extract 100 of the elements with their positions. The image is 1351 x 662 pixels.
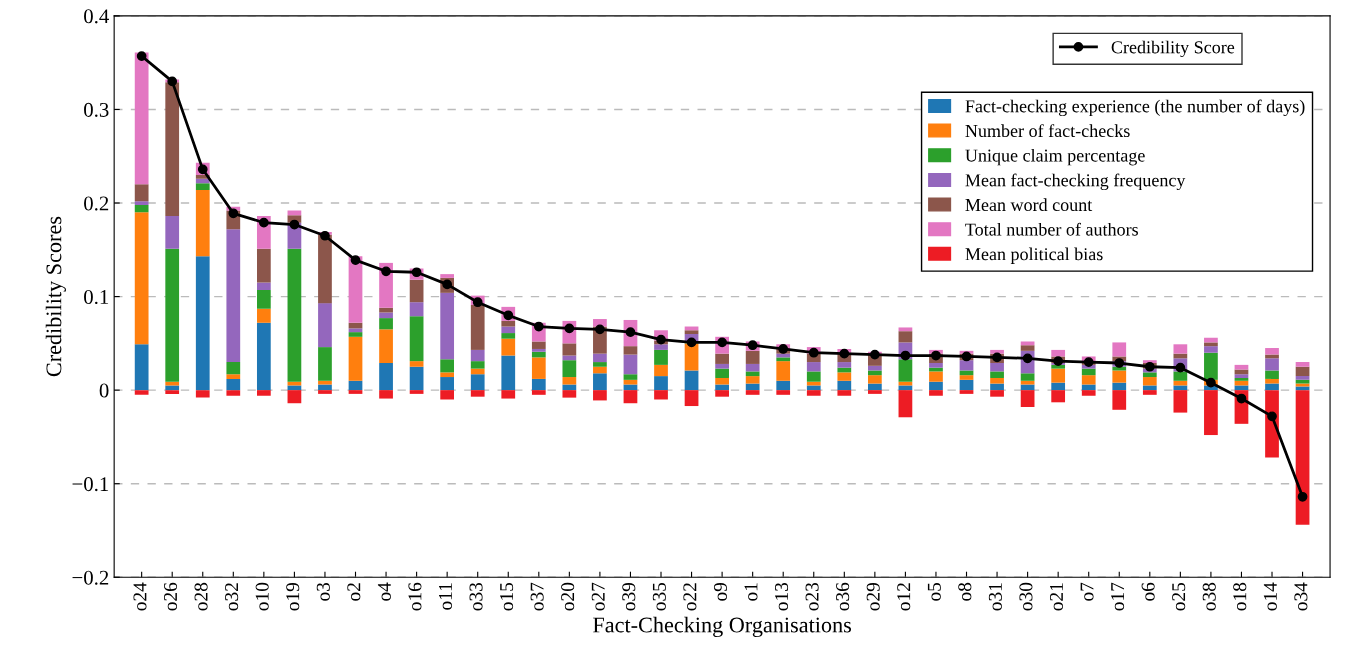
- bar: [1051, 364, 1066, 369]
- legend-label: Mean word count: [965, 198, 1093, 212]
- bar: [1112, 342, 1127, 357]
- bar: [715, 353, 729, 364]
- bar: [470, 349, 485, 362]
- bar: [501, 326, 516, 334]
- bar: [1081, 375, 1096, 385]
- x-tick-label: o22: [683, 583, 697, 611]
- point: [1267, 411, 1277, 422]
- bar: [409, 302, 424, 317]
- x-tick-label: o10: [255, 582, 269, 611]
- point: [1175, 362, 1186, 373]
- x-tick-label: o32: [225, 583, 239, 611]
- x-tick-label: o13: [775, 582, 789, 611]
- legend-label: Unique claim percentage: [965, 148, 1145, 166]
- y-tick-label: −0.1: [72, 477, 109, 492]
- bar: [1051, 390, 1066, 403]
- bar: [1081, 384, 1096, 391]
- bar: [440, 377, 455, 391]
- bar: [990, 363, 1004, 372]
- bar: [684, 330, 699, 334]
- point: [778, 344, 789, 354]
- bar: [318, 390, 332, 394]
- x-tick-label: o35: [652, 582, 666, 611]
- x-tick-label: o17: [1111, 582, 1125, 611]
- y-tick-label: 0.3: [84, 102, 109, 117]
- point: [228, 208, 239, 219]
- bar: [837, 390, 852, 396]
- bar: [256, 390, 271, 396]
- x-tick-label: o7: [1080, 582, 1094, 601]
- bar: [745, 371, 760, 377]
- bar: [1234, 364, 1249, 370]
- bar: [409, 366, 424, 391]
- x-tick-label: o19: [286, 582, 300, 611]
- bar: [226, 390, 241, 396]
- bar: [745, 383, 760, 391]
- point: [686, 337, 697, 348]
- legend-label: Mean political bias: [965, 247, 1103, 264]
- x-tick-label: o31: [988, 583, 1002, 611]
- bar: [1173, 371, 1188, 381]
- bar: [379, 363, 393, 391]
- bar: [623, 374, 638, 380]
- x-tick-label: o18: [1233, 582, 1247, 611]
- bar: [379, 390, 393, 399]
- bar: [806, 385, 821, 391]
- bar: [837, 380, 852, 391]
- bar: [256, 322, 271, 391]
- bar: [501, 338, 516, 356]
- bar: [806, 362, 821, 372]
- x-tick-label: o20: [561, 582, 575, 611]
- bar: [1051, 368, 1066, 383]
- x-tick-label: o30: [1019, 582, 1033, 611]
- bar: [745, 376, 760, 384]
- bar: [593, 353, 607, 363]
- bar: [562, 360, 577, 378]
- bar: [531, 357, 546, 379]
- x-tick-label: o23: [805, 582, 819, 611]
- bar: [623, 346, 638, 355]
- x-tick-label: o28: [194, 582, 208, 611]
- bar: [501, 320, 516, 327]
- bar: [318, 380, 332, 385]
- x-tick-label: o24: [133, 582, 147, 611]
- bar: [379, 312, 393, 319]
- bar: [1295, 376, 1310, 380]
- bar: [134, 344, 149, 391]
- bar: [745, 363, 760, 372]
- bar: [1265, 383, 1279, 391]
- bar: [256, 248, 271, 283]
- bar: [562, 343, 577, 356]
- bar: [409, 390, 424, 394]
- bar: [256, 290, 271, 309]
- bar: [990, 383, 1004, 391]
- bar: [867, 370, 882, 376]
- bar: [195, 189, 210, 257]
- bar: [470, 374, 485, 391]
- bar: [898, 390, 913, 418]
- bar: [1234, 385, 1249, 391]
- bar: [226, 362, 241, 375]
- x-tick-label: o21: [1049, 583, 1064, 611]
- bar: [1265, 348, 1279, 355]
- bar: [1234, 374, 1249, 378]
- bar: [1295, 366, 1310, 377]
- bar: [929, 381, 943, 391]
- bar: [165, 385, 180, 391]
- bar: [287, 390, 302, 404]
- bar: [134, 201, 149, 205]
- bar: [226, 374, 241, 379]
- bar: [959, 379, 974, 391]
- bar: [165, 248, 180, 382]
- bar: [654, 376, 668, 391]
- x-tick-label: o8: [958, 582, 972, 601]
- bar: [1051, 382, 1066, 391]
- bar: [593, 373, 607, 391]
- bar: [470, 305, 485, 350]
- bar: [806, 390, 821, 396]
- bar: [195, 256, 210, 391]
- bar: [562, 377, 577, 385]
- point: [656, 334, 666, 345]
- bar: [470, 361, 485, 369]
- bar: [562, 390, 577, 398]
